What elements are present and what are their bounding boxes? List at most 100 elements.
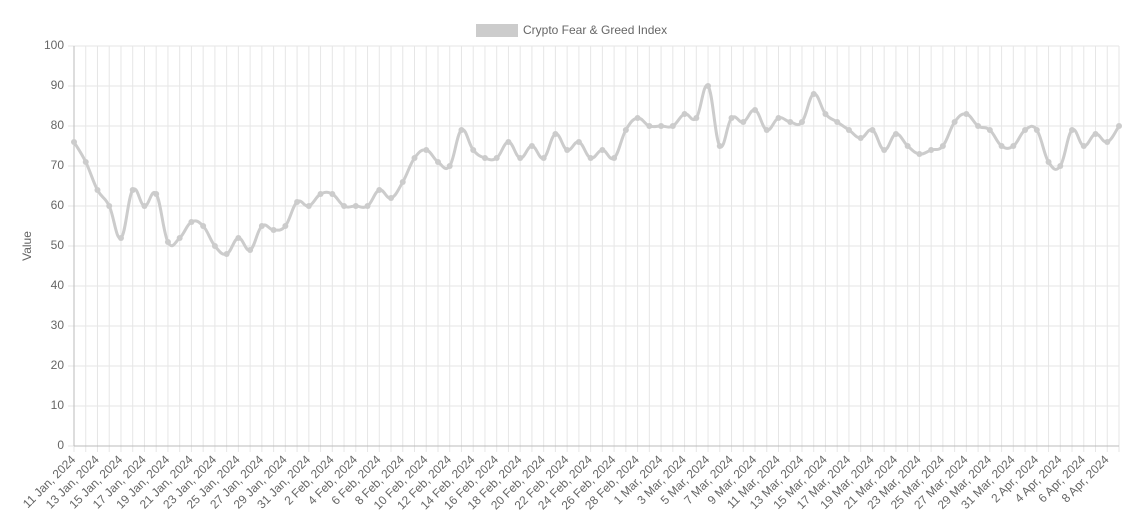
data-point (869, 127, 876, 133)
data-point (575, 139, 582, 145)
data-point (669, 123, 676, 129)
data-point (164, 239, 171, 245)
data-point (317, 191, 324, 197)
data-point (399, 179, 406, 185)
y-tick-label: 20 (51, 358, 65, 372)
y-tick-label: 90 (51, 78, 65, 92)
data-point (634, 115, 641, 121)
y-tick-label: 10 (51, 398, 65, 412)
data-point (481, 155, 488, 161)
data-point (646, 123, 653, 129)
data-point (599, 147, 606, 153)
data-point (493, 155, 500, 161)
y-tick-label: 0 (57, 438, 64, 452)
y-tick-label: 50 (51, 238, 65, 252)
data-point (223, 251, 230, 257)
data-point (341, 203, 348, 209)
data-point (388, 195, 395, 201)
data-point (411, 155, 418, 161)
data-point (1045, 159, 1052, 165)
data-point (810, 91, 817, 97)
data-point (728, 115, 735, 121)
data-point (798, 119, 805, 125)
data-point (211, 243, 218, 249)
data-point (752, 107, 759, 113)
data-point (505, 139, 512, 145)
data-point (693, 115, 700, 121)
data-point (540, 155, 547, 161)
data-point (517, 155, 524, 161)
data-point (658, 123, 665, 129)
data-point (329, 191, 336, 197)
data-point (564, 147, 571, 153)
data-point (528, 143, 535, 149)
data-point (939, 143, 946, 149)
data-point (153, 191, 160, 197)
data-point (857, 135, 864, 141)
data-point (916, 151, 923, 157)
line-series (72, 84, 1121, 256)
legend-swatch (476, 24, 518, 37)
data-point (716, 143, 723, 149)
data-point (117, 235, 124, 241)
data-point (963, 111, 970, 117)
legend-label: Crypto Fear & Greed Index (523, 23, 667, 37)
data-point (951, 119, 958, 125)
data-point (763, 127, 770, 133)
y-tick-label: 40 (51, 278, 65, 292)
y-tick-label: 60 (51, 198, 65, 212)
data-point (1116, 123, 1122, 129)
data-point (1080, 143, 1087, 149)
y-tick-label: 70 (51, 158, 65, 172)
data-point (282, 223, 289, 229)
data-point (1104, 139, 1111, 145)
data-point (834, 119, 841, 125)
data-point (434, 159, 441, 165)
data-point (458, 127, 465, 133)
data-point (1033, 127, 1040, 133)
data-point (681, 111, 688, 117)
data-point (705, 83, 712, 89)
data-point (1057, 163, 1064, 169)
data-point (587, 155, 594, 161)
y-axis-label: Value (20, 231, 34, 261)
data-point (975, 123, 982, 129)
data-point (129, 187, 136, 193)
data-point (986, 127, 993, 133)
data-point (294, 199, 301, 205)
data-point (423, 147, 430, 153)
data-point (822, 111, 829, 117)
data-point (1069, 127, 1076, 133)
data-point (928, 147, 935, 153)
y-tick-label: 100 (44, 38, 64, 52)
data-point (141, 203, 148, 209)
data-point (106, 203, 113, 209)
data-point (740, 119, 747, 125)
data-point (247, 247, 254, 253)
y-tick-label: 80 (51, 118, 65, 132)
data-point (71, 139, 77, 145)
data-point (176, 235, 183, 241)
data-point (352, 203, 359, 209)
data-point (998, 143, 1005, 149)
data-point (258, 223, 265, 229)
data-point (611, 155, 618, 161)
data-point (1092, 131, 1099, 137)
data-point (446, 163, 453, 169)
y-tick-label: 30 (51, 318, 65, 332)
data-point (892, 131, 899, 137)
data-point (1010, 143, 1017, 149)
data-point (200, 223, 207, 229)
data-point (881, 147, 888, 153)
data-point (188, 219, 195, 225)
data-point (787, 119, 794, 125)
data-point (904, 143, 911, 149)
data-point (270, 227, 277, 233)
data-point (82, 159, 89, 165)
data-point (364, 203, 371, 209)
data-point (470, 147, 477, 153)
data-point (845, 127, 852, 133)
data-point (775, 115, 782, 121)
